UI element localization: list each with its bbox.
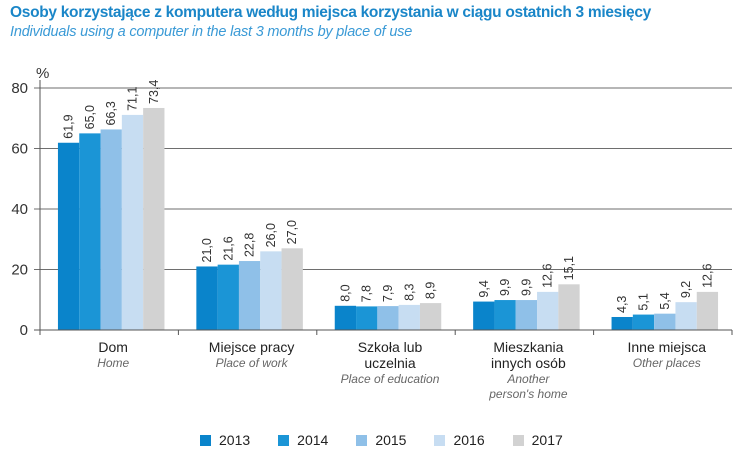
data-label: 7,9 — [381, 285, 395, 302]
bar-2013 — [196, 266, 218, 330]
legend-swatch — [434, 434, 446, 446]
legend-item-2017: 2017 — [512, 432, 563, 448]
legend-label: 2016 — [453, 432, 485, 448]
bar-2016 — [675, 302, 697, 330]
y-tick-label: 0 — [20, 322, 28, 339]
legend-swatch — [356, 434, 368, 446]
data-label: 73,4 — [147, 80, 161, 104]
bar-2016 — [121, 114, 144, 330]
data-label: 9,2 — [679, 281, 693, 298]
y-tick-label: 60 — [11, 141, 28, 158]
data-label: 22,8 — [243, 233, 257, 257]
bar-2014 — [632, 314, 655, 330]
data-label: 12,6 — [541, 264, 555, 288]
data-label: 61,9 — [62, 114, 76, 138]
x-tick-sublabel: Other places — [633, 356, 701, 370]
legend-swatch — [512, 434, 524, 446]
y-tick-label: 40 — [11, 201, 28, 218]
bar-2017 — [281, 248, 303, 330]
y-tick-label: 80 — [11, 80, 28, 97]
x-tick-label: uczelnia — [364, 355, 416, 371]
legend-swatch — [200, 434, 211, 446]
legend-label: 2017 — [531, 432, 563, 448]
data-label: 8,9 — [424, 282, 438, 299]
bar-2014 — [356, 306, 378, 330]
data-label: 4,3 — [615, 296, 629, 313]
bar-2015 — [515, 300, 538, 330]
bar-2017 — [143, 107, 165, 330]
bar-2014 — [217, 264, 239, 330]
x-tick-label: Szkoła lub — [358, 339, 423, 355]
data-label: 7,8 — [360, 285, 374, 302]
bar-2013 — [611, 316, 633, 330]
bar-2015 — [377, 306, 399, 330]
legend-item-2016: 2016 — [434, 432, 485, 448]
legend-label: 2014 — [297, 432, 329, 448]
data-label: 5,4 — [658, 292, 672, 309]
data-label: 65,0 — [83, 105, 97, 129]
bar-2015 — [100, 129, 122, 330]
bar-2014 — [494, 300, 516, 330]
data-label: 71,1 — [126, 87, 140, 111]
bar-2017 — [558, 284, 580, 330]
x-tick-sublabel: person's home — [488, 387, 568, 401]
x-tick-sublabel: Place of education — [341, 372, 440, 386]
x-tick-label: Inne miejsca — [628, 339, 707, 355]
bar-2016 — [260, 251, 282, 330]
x-tick-label: Mieszkania — [493, 339, 563, 355]
bar-2017 — [696, 291, 719, 330]
data-label: 9,4 — [477, 280, 491, 297]
y-axis-label: % — [36, 65, 49, 82]
data-label: 27,0 — [285, 220, 299, 244]
bar-2013 — [473, 301, 495, 330]
bar-2016 — [398, 304, 420, 330]
legend: 2013 2014 2015 2016 2017 — [200, 432, 591, 448]
data-label: 8,3 — [402, 283, 416, 300]
legend-swatch — [278, 434, 290, 446]
x-tick-label: Dom — [98, 339, 128, 355]
y-tick-label: 20 — [11, 262, 28, 279]
bar-2015 — [654, 313, 676, 330]
legend-item-2014: 2014 — [278, 432, 328, 448]
data-label: 15,1 — [562, 256, 576, 280]
bar-2016 — [537, 291, 559, 330]
x-tick-label: innych osób — [491, 355, 566, 371]
data-label: 21,6 — [221, 236, 235, 260]
bar-2017 — [419, 303, 442, 330]
data-label: 9,9 — [519, 279, 533, 296]
data-label: 26,0 — [264, 223, 278, 247]
legend-label: 2015 — [375, 432, 407, 448]
legend-item-2013: 2013 — [200, 432, 250, 448]
data-label: 9,9 — [498, 279, 512, 296]
data-label: 21,0 — [200, 238, 214, 262]
bar-2013 — [334, 305, 357, 330]
x-tick-label: Miejsce pracy — [209, 339, 295, 355]
data-label: 5,1 — [637, 293, 651, 310]
bar-2015 — [238, 261, 261, 330]
x-tick-sublabel: Home — [97, 356, 129, 370]
legend-item-2015: 2015 — [356, 432, 406, 448]
chart-title: Osoby korzystające z komputera według mi… — [10, 4, 651, 21]
x-tick-sublabel: Another — [506, 372, 550, 386]
bar-2014 — [79, 133, 101, 330]
data-label: 12,6 — [700, 264, 714, 288]
data-label: 66,3 — [104, 101, 118, 125]
chart-subtitle: Individuals using a computer in the last… — [10, 24, 413, 40]
x-tick-sublabel: Place of work — [216, 356, 289, 370]
data-label: 8,0 — [338, 284, 352, 301]
legend-label: 2013 — [219, 432, 251, 448]
bar-2013 — [57, 142, 80, 330]
